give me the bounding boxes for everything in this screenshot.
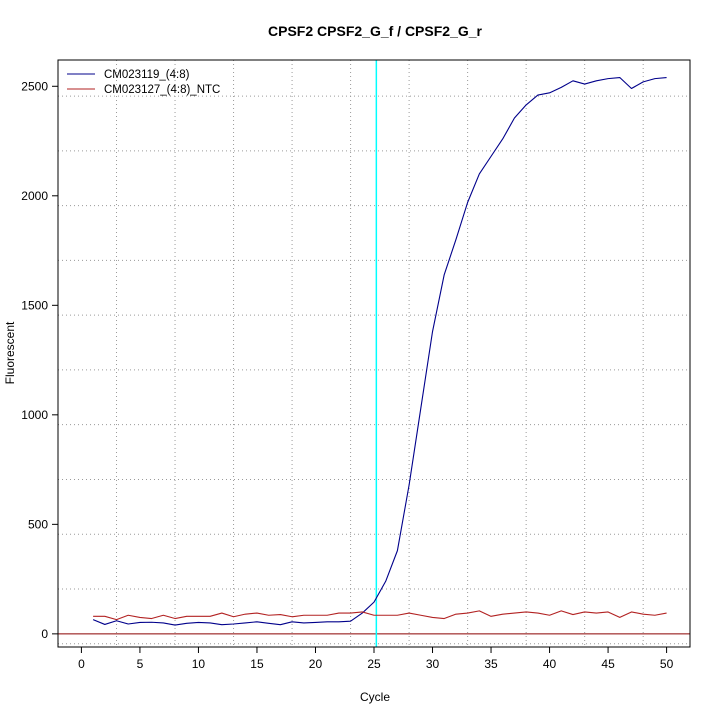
y-tick-label: 500 [28, 517, 48, 531]
x-tick-label: 45 [601, 657, 615, 671]
legend-label-1: CM023119_(4:8) [104, 69, 190, 81]
x-tick-label: 15 [250, 657, 264, 671]
gridlines [58, 60, 690, 647]
y-axis-title: Fluorescent [3, 321, 17, 384]
series-line-2 [93, 610, 667, 621]
legend: CM023119_(4:8) CM023127_(4:8)_NTC [67, 69, 220, 96]
y-axis: 0 500 1000 1500 2000 2500 [21, 79, 58, 641]
series-line-1 [92, 76, 667, 626]
legend-label-2: CM023127_(4:8)_NTC [104, 84, 220, 96]
x-tick-label: 40 [543, 657, 557, 671]
x-tick-label: 10 [192, 657, 206, 671]
reference-lines [58, 60, 690, 647]
y-tick-label: 1500 [21, 298, 48, 312]
x-axis: 0 5 10 15 20 25 30 35 40 45 50 [78, 647, 674, 671]
x-tick-label: 20 [309, 657, 323, 671]
x-tick-label: 0 [78, 657, 85, 671]
y-tick-label: 0 [41, 627, 48, 641]
chart-title: CPSF2 CPSF2_G_f / CPSF2_G_r [268, 23, 483, 39]
x-tick-label: 30 [426, 657, 440, 671]
y-tick-label: 2500 [21, 79, 48, 93]
x-tick-label: 50 [660, 657, 674, 671]
x-tick-label: 25 [367, 657, 381, 671]
y-tick-label: 2000 [21, 189, 48, 203]
x-axis-title: Cycle [360, 690, 390, 704]
data-series [92, 76, 667, 626]
y-tick-label: 1000 [21, 408, 48, 422]
x-tick-label: 35 [484, 657, 498, 671]
x-tick-label: 5 [137, 657, 144, 671]
